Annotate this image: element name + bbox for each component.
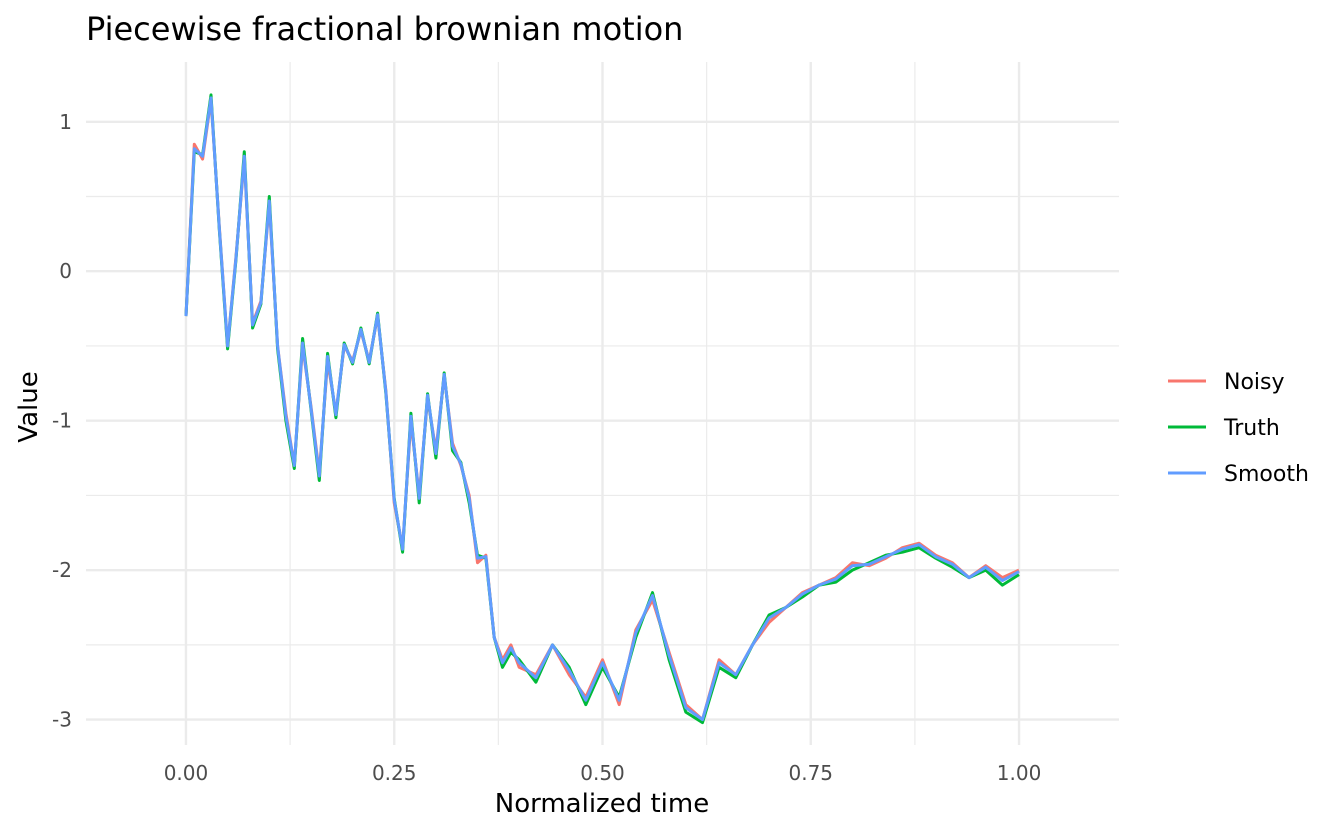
legend-label-noisy: Noisy — [1224, 370, 1285, 395]
x-tick-label: 0.50 — [580, 761, 625, 785]
x-tick-label: 1.00 — [997, 761, 1042, 785]
x-tick-label: 0.75 — [789, 761, 834, 785]
y-tick-label: -3 — [52, 708, 72, 732]
y-tick-label: -2 — [52, 558, 72, 582]
series-lines — [184, 93, 1020, 725]
x-axis-label: Normalized time — [495, 789, 709, 819]
x-tick-label: 0.25 — [372, 761, 417, 785]
series-line-smooth — [184, 96, 1020, 722]
y-tick-label: 0 — [59, 259, 72, 283]
chart-title: Piecewise fractional brownian motion — [86, 10, 683, 48]
y-axis-label: Value — [14, 371, 44, 442]
legend-label-smooth: Smooth — [1224, 462, 1309, 487]
y-tick-label: 1 — [59, 110, 72, 134]
y-tick-label: -1 — [52, 409, 72, 433]
x-tick-label: 0.00 — [164, 761, 209, 785]
legend: Noisy Truth Smooth — [1168, 370, 1309, 487]
legend-label-truth: Truth — [1223, 416, 1280, 441]
y-tick-labels: 1 0 -1 -2 -3 — [52, 110, 72, 732]
grid — [86, 62, 1119, 745]
x-tick-labels: 0.00 0.25 0.50 0.75 1.00 — [164, 761, 1042, 785]
